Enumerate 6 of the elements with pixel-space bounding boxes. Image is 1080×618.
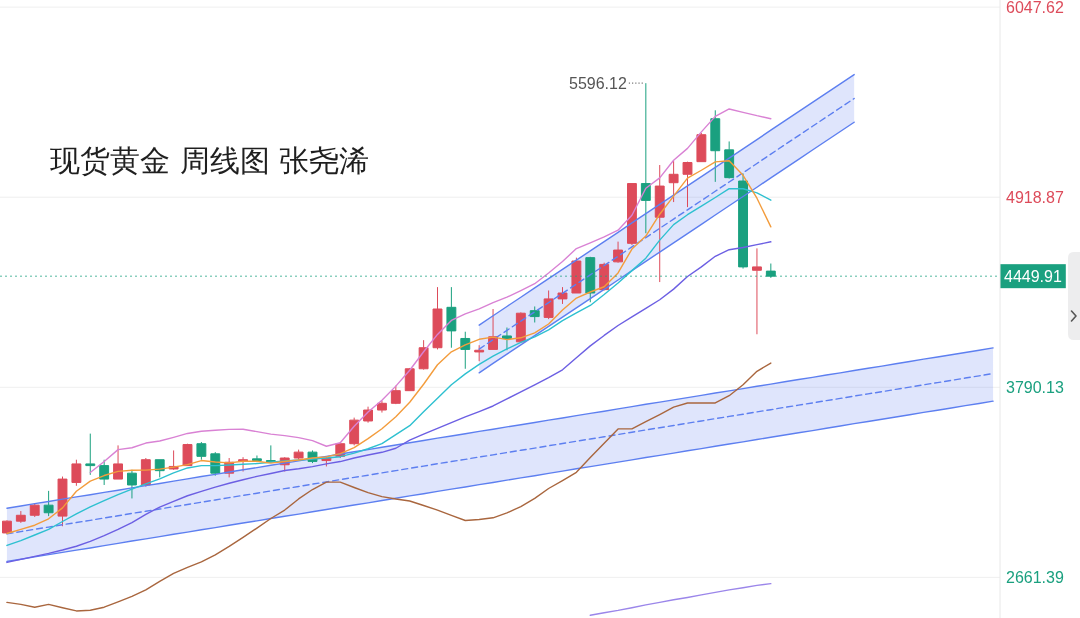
y-tick-label: 4918.87 [1006, 188, 1064, 206]
y-tick-label: 6047.62 [1006, 0, 1064, 16]
text: 现货黄金 周线图 张尧浠 [50, 142, 370, 178]
y-tick-label: 2661.39 [1006, 568, 1064, 586]
annotation: 5596.12 [568, 74, 627, 92]
y-tick-label: 3790.13 [1006, 378, 1064, 396]
